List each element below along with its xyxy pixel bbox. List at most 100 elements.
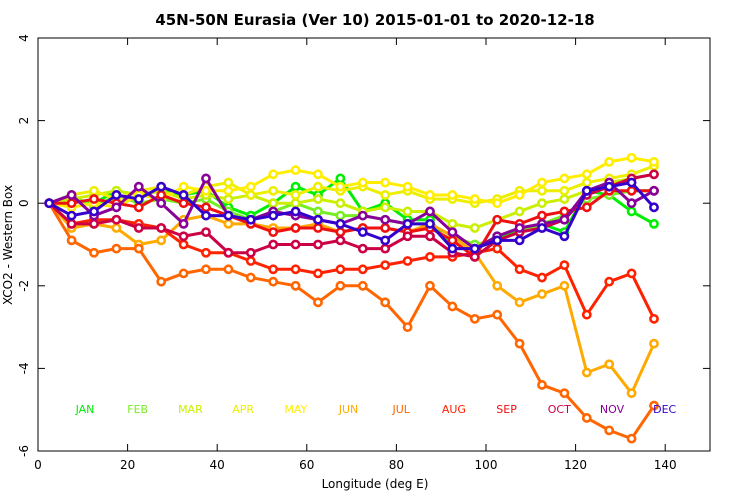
series-line-oct bbox=[48, 172, 655, 259]
data-point bbox=[492, 235, 503, 246]
data-point bbox=[156, 235, 167, 246]
data-point bbox=[268, 198, 279, 209]
data-point bbox=[357, 227, 368, 238]
legend-label-aug: AUG bbox=[442, 403, 466, 416]
series-line-jul bbox=[47, 202, 656, 441]
data-point bbox=[201, 185, 211, 196]
data-point bbox=[537, 380, 547, 390]
data-point bbox=[335, 235, 346, 246]
data-point bbox=[223, 218, 234, 229]
data-point bbox=[268, 239, 279, 250]
data-point bbox=[245, 272, 256, 283]
data-point bbox=[66, 198, 77, 209]
data-point bbox=[133, 181, 144, 192]
data-point bbox=[89, 194, 99, 204]
data-point bbox=[626, 268, 637, 279]
data-point bbox=[268, 169, 279, 180]
data-point bbox=[223, 264, 234, 275]
data-point bbox=[268, 210, 279, 221]
data-point bbox=[581, 413, 592, 423]
data-point bbox=[492, 243, 503, 254]
data-point bbox=[335, 227, 346, 238]
data-point bbox=[537, 185, 547, 196]
data-point bbox=[156, 181, 167, 192]
data-point bbox=[335, 173, 346, 184]
data-point bbox=[290, 223, 301, 233]
legend-label-feb: FEB bbox=[127, 403, 148, 416]
data-point bbox=[626, 433, 637, 444]
data-point bbox=[514, 338, 525, 349]
data-point bbox=[537, 177, 547, 188]
data-point bbox=[425, 280, 435, 291]
legend-label-oct: OCT bbox=[548, 403, 571, 416]
data-point bbox=[425, 218, 435, 229]
data-point bbox=[492, 198, 503, 209]
data-point bbox=[492, 280, 503, 291]
y-tick-label: 4 bbox=[17, 34, 31, 42]
data-point bbox=[290, 239, 301, 250]
data-point bbox=[425, 251, 435, 262]
data-point bbox=[514, 297, 525, 308]
series-dec bbox=[44, 177, 659, 254]
data-point bbox=[559, 194, 570, 204]
chart-title: 45N-50N Eurasia (Ver 10) 2015-01-01 to 2… bbox=[155, 11, 594, 29]
data-point bbox=[201, 227, 211, 238]
x-tick-label: 140 bbox=[654, 458, 677, 472]
data-point bbox=[469, 313, 480, 324]
data-point bbox=[313, 194, 323, 204]
data-point bbox=[133, 194, 144, 204]
data-point bbox=[514, 264, 525, 275]
data-point bbox=[537, 210, 547, 221]
data-point bbox=[402, 181, 413, 192]
series-line-nov bbox=[48, 176, 655, 251]
data-point bbox=[402, 206, 413, 217]
data-point bbox=[313, 223, 323, 233]
data-point bbox=[335, 280, 346, 291]
series-line-aug bbox=[48, 202, 656, 320]
data-point bbox=[469, 194, 480, 204]
series-layer bbox=[44, 152, 659, 444]
data-point bbox=[604, 156, 615, 167]
data-point bbox=[559, 214, 570, 225]
data-point bbox=[537, 198, 547, 209]
data-point bbox=[290, 264, 301, 275]
data-point bbox=[156, 276, 167, 287]
legend-label-jul: JUL bbox=[391, 403, 410, 416]
data-point bbox=[89, 247, 99, 258]
x-tick-label: 0 bbox=[34, 458, 42, 472]
data-point bbox=[514, 206, 525, 217]
data-point bbox=[447, 243, 458, 254]
data-point bbox=[581, 202, 592, 213]
data-point bbox=[245, 190, 256, 200]
data-point bbox=[469, 251, 480, 262]
data-point bbox=[402, 218, 413, 229]
data-point bbox=[626, 206, 637, 217]
data-point bbox=[380, 190, 391, 200]
data-point bbox=[425, 206, 435, 217]
data-point bbox=[201, 247, 211, 258]
plot-frame bbox=[37, 37, 711, 452]
data-point bbox=[178, 268, 189, 279]
data-point bbox=[469, 223, 480, 233]
series-line-apr bbox=[48, 164, 655, 205]
data-point bbox=[223, 247, 234, 258]
data-point bbox=[89, 218, 99, 229]
legend-label-may: MAY bbox=[284, 403, 307, 416]
data-point bbox=[66, 218, 77, 229]
legend: JAN FEB MAR APR MAY JUN JUL AUG SEP OCT NOV DEC bbox=[75, 403, 677, 416]
data-point bbox=[447, 227, 458, 238]
data-point bbox=[581, 177, 592, 188]
data-point bbox=[357, 177, 368, 188]
data-point bbox=[245, 247, 256, 258]
data-point bbox=[649, 169, 659, 180]
data-point bbox=[201, 173, 211, 184]
data-point bbox=[380, 202, 391, 213]
data-point bbox=[380, 177, 391, 188]
legend-label-jan: JAN bbox=[75, 403, 95, 416]
x-tick-label: 20 bbox=[120, 458, 135, 472]
data-point bbox=[268, 276, 279, 287]
data-point bbox=[604, 425, 615, 436]
data-point bbox=[626, 177, 637, 188]
data-point bbox=[402, 256, 413, 266]
